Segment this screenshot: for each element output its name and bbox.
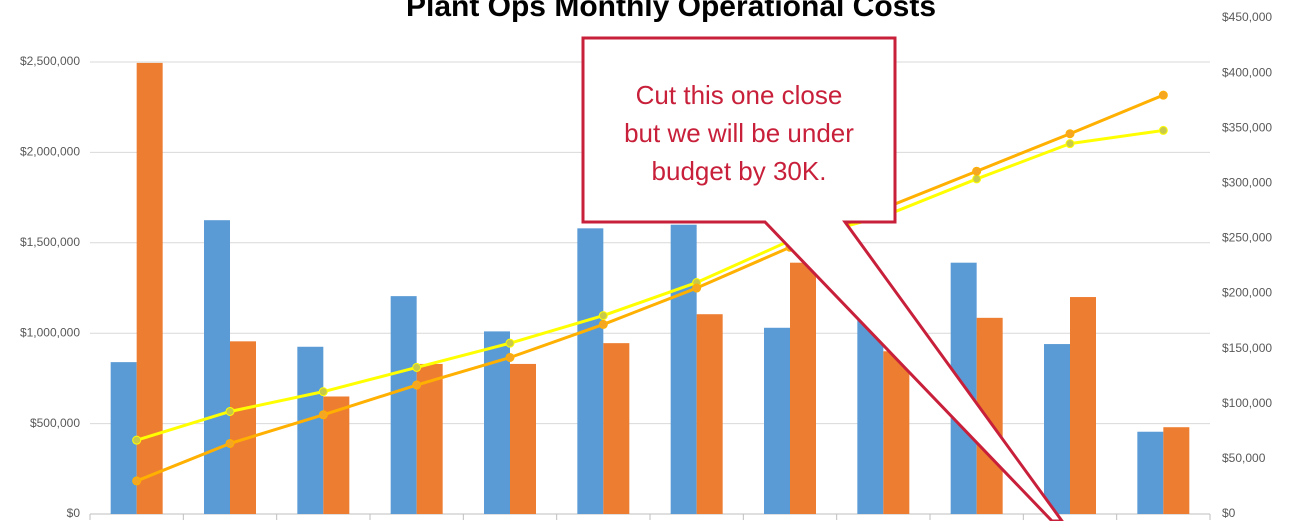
right-tick-label: $200,000 (1222, 286, 1272, 300)
line-point (972, 166, 982, 176)
line-point (132, 476, 142, 486)
line-point (1158, 125, 1168, 135)
bar (790, 262, 816, 514)
line-point (1065, 139, 1075, 149)
bar (883, 351, 910, 514)
left-tick-label: $500,000 (30, 416, 80, 430)
left-axis: $0 $500,000 $1,000,000 $1,500,000 $2,000,000… (20, 54, 80, 520)
bar (510, 363, 536, 514)
callout-line-1: Cut this one close (636, 80, 843, 110)
bar (603, 343, 630, 514)
bar (297, 346, 324, 514)
line-point (318, 410, 328, 420)
line-point (505, 338, 515, 348)
left-tick-label: $2,000,000 (20, 145, 80, 159)
right-axis: $0 $50,000 $100,000 $150,000 $200,000 $250,00… (1222, 10, 1272, 520)
left-tick-label: $1,000,000 (20, 325, 80, 339)
bar (416, 363, 443, 514)
x-axis: JULAUGSEPOCTNOVDECJANFEBMARAPRMAYJUN (89, 514, 1211, 520)
line-point (505, 352, 515, 362)
bar (1137, 431, 1164, 514)
bar (110, 362, 137, 514)
bars (110, 62, 1190, 515)
callout-box (581, 36, 1064, 521)
bar (204, 220, 230, 514)
bar (1070, 297, 1096, 514)
right-tick-label: $50,000 (1222, 451, 1266, 465)
series-line (136, 128, 1164, 442)
line-point (412, 362, 422, 372)
bar (1163, 427, 1190, 514)
bar (857, 315, 884, 514)
bar (696, 314, 723, 514)
line-point (412, 380, 422, 390)
left-tick-label: $0 (67, 506, 81, 520)
callout-line-2: but we will be under (624, 118, 854, 148)
right-tick-label: $300,000 (1222, 176, 1272, 190)
right-tick-label: $350,000 (1222, 120, 1272, 134)
bar (670, 224, 697, 514)
bar (1044, 344, 1070, 514)
right-tick-label: $400,000 (1222, 65, 1272, 79)
callout-line-3: budget by 30K. (652, 156, 827, 186)
line-point (972, 174, 982, 184)
bar (577, 228, 604, 514)
bar (764, 327, 790, 514)
callout: Cut this one close but we will be under … (581, 36, 1064, 521)
bar (390, 296, 417, 514)
line-point (598, 311, 608, 321)
right-tick-label: $150,000 (1222, 341, 1272, 355)
right-tick-label: $250,000 (1222, 231, 1272, 245)
left-tick-label: $1,500,000 (20, 235, 80, 249)
line-point (1158, 90, 1168, 100)
bar (323, 396, 350, 514)
line-point (225, 406, 235, 416)
bar (230, 341, 256, 514)
line-point (598, 319, 608, 329)
left-tick-label: $2,500,000 (20, 54, 80, 68)
line-point (132, 435, 142, 445)
bar (136, 62, 163, 515)
series-line (136, 93, 1164, 483)
chart-title: Plant Ops Monthly Operational Costs (406, 0, 936, 23)
right-tick-label: $100,000 (1222, 396, 1272, 410)
line-point (692, 283, 702, 293)
right-tick-label: $450,000 (1222, 10, 1272, 24)
line-point (1065, 129, 1075, 139)
right-tick-label: $0 (1222, 506, 1236, 520)
line-point (225, 438, 235, 448)
line-point (318, 387, 328, 397)
